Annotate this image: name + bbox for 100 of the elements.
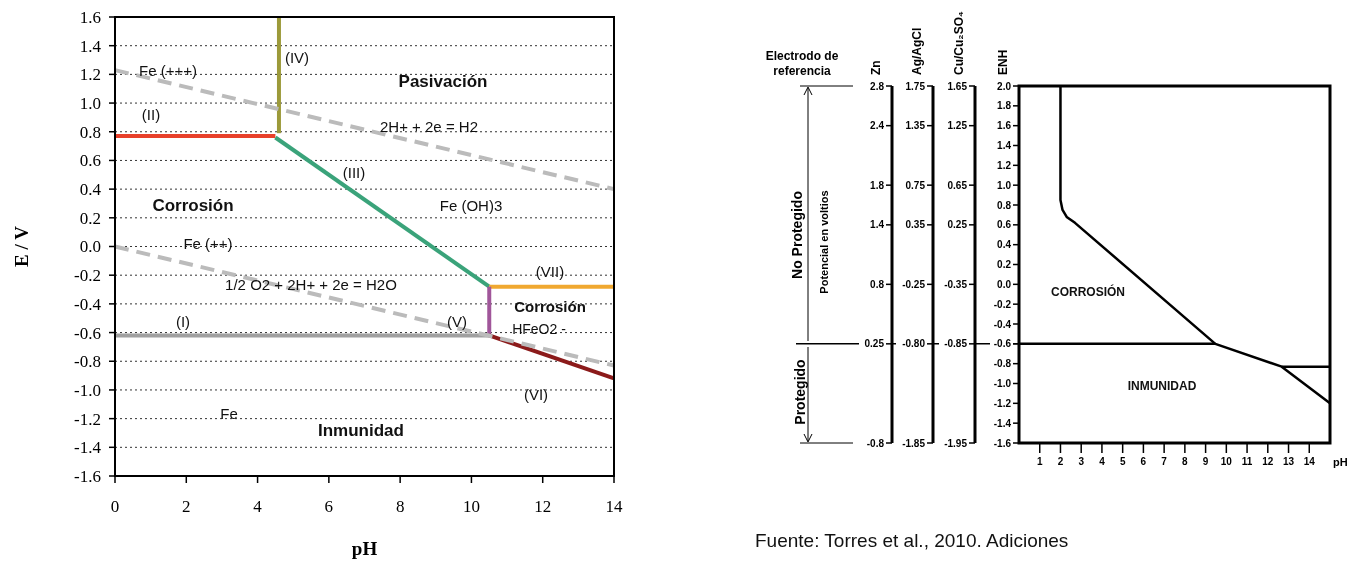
y-tick-label: 1.4 xyxy=(79,36,102,56)
y-tick-label: -0.6 xyxy=(74,323,101,343)
annotation: (VI) xyxy=(523,386,549,403)
x-tick-label: 6 xyxy=(1140,456,1147,467)
x-tick-label: 4 xyxy=(1099,456,1106,467)
annotation: Fe (++) xyxy=(183,235,233,252)
text: -0.25 xyxy=(902,278,926,290)
y-tick-label: -0.2 xyxy=(993,298,1012,310)
y-tick-label: 1.0 xyxy=(79,94,101,114)
source-note: Fuente: Torres et al., 2010. Adiciones xyxy=(755,530,1069,551)
text: No Protegido xyxy=(788,191,805,279)
y-tick-label: 0.6 xyxy=(997,219,1012,231)
x-axis-title: pH xyxy=(351,538,378,559)
y-tick-label: -0.8 xyxy=(74,352,101,372)
text: 0.8 xyxy=(870,278,885,290)
text: Zn xyxy=(869,60,883,75)
text: -0.80 xyxy=(902,338,926,350)
y-tick-label: 1.2 xyxy=(79,65,101,85)
y-tick-label: 0.0 xyxy=(997,278,1012,290)
annotation: (III) xyxy=(342,164,366,181)
y-tick-label: -1.0 xyxy=(74,380,101,400)
y-axis-title: ENH xyxy=(996,49,1010,75)
y-tick-label: -0.2 xyxy=(74,266,101,286)
text: 0.75 xyxy=(905,179,926,191)
y-tick-label: -1.0 xyxy=(993,378,1012,389)
y-tick-label: 0.4 xyxy=(79,180,102,200)
y-tick-label: -1.2 xyxy=(74,409,101,429)
annotation: Corrosión xyxy=(152,196,234,215)
x-tick-label: 10 xyxy=(1220,456,1233,467)
text: 1.65 xyxy=(947,80,968,92)
x-tick-label: 12 xyxy=(1262,456,1274,467)
x-tick-label: 14 xyxy=(605,497,623,516)
text: -0.85 xyxy=(944,338,968,350)
annotation: 1/2 O2 + 2H+ + 2e = H2O xyxy=(225,276,397,293)
y-tick-label: 0.2 xyxy=(997,259,1012,270)
text: 0.25 xyxy=(864,338,885,350)
x-tick-label: 3 xyxy=(1078,456,1085,467)
annotation: 2H+ + 2e = H2 xyxy=(380,118,478,135)
x-tick-label: 14 xyxy=(1303,456,1316,467)
x-tick-label: 5 xyxy=(1119,456,1126,467)
y-tick-label: 2.0 xyxy=(997,80,1012,92)
y-tick-label: 0.4 xyxy=(997,239,1012,251)
x-tick-label: 10 xyxy=(462,497,480,516)
text: Cu/Cu₂SO₄ xyxy=(952,11,966,75)
x-tick-label: 12 xyxy=(534,497,552,516)
y-tick-label: -0.8 xyxy=(993,358,1012,370)
text: 2.4 xyxy=(870,120,885,132)
text: -1.95 xyxy=(944,437,968,449)
x-tick-label: 9 xyxy=(1202,456,1209,467)
text: -0.8 xyxy=(866,437,885,449)
x-tick-label: 11 xyxy=(1241,456,1253,467)
annotation: (IV) xyxy=(284,49,310,66)
x-tick-label: 7 xyxy=(1161,456,1168,467)
y-tick-label: -0.4 xyxy=(993,318,1012,330)
annotation: (V) xyxy=(447,313,467,330)
y-tick-label: -0.6 xyxy=(993,338,1012,350)
text: 1.35 xyxy=(905,120,926,132)
annotation: Fe (OH)3 xyxy=(439,197,503,214)
y-tick-label: -1.2 xyxy=(993,397,1012,409)
annotation: INMUNIDAD xyxy=(1127,379,1197,393)
x-tick-label: 8 xyxy=(395,497,405,516)
annotation: (VII) xyxy=(535,263,565,280)
text: -1.85 xyxy=(902,437,926,449)
annotation: HFeO2 - xyxy=(512,321,567,337)
x-tick-label: 1 xyxy=(1036,456,1043,467)
annotation: Fe xyxy=(220,405,238,422)
y-tick-label: -1.4 xyxy=(74,438,102,458)
y-tick-label: 0.8 xyxy=(79,122,101,142)
x-tick-label: 2 xyxy=(182,497,191,516)
annotation: CORROSIÓN xyxy=(1050,284,1126,299)
text: 0.25 xyxy=(947,219,968,231)
y-tick-label: 0.0 xyxy=(79,237,101,257)
text: 2.8 xyxy=(870,80,885,92)
y-tick-label: 1.8 xyxy=(997,100,1012,112)
y-tick-label: -1.4 xyxy=(993,417,1012,429)
y-tick-label: 1.0 xyxy=(997,179,1012,191)
text: Ag/AgCl xyxy=(910,27,924,75)
y-tick-label: -0.4 xyxy=(74,294,102,314)
y-tick-label: 1.6 xyxy=(79,7,101,27)
x-tick-label: 2 xyxy=(1057,456,1064,467)
text: 0.65 xyxy=(947,179,968,191)
y-tick-label: 1.4 xyxy=(997,140,1012,151)
text: 1.25 xyxy=(947,120,968,132)
text: 0.35 xyxy=(905,219,926,231)
annotation: Pasivación xyxy=(398,72,488,91)
y-tick-label: 1.2 xyxy=(997,159,1012,171)
text: -0.35 xyxy=(944,278,968,290)
y-tick-label: -1.6 xyxy=(993,437,1012,449)
x-tick-label: 0 xyxy=(110,497,120,516)
y-tick-label: -1.6 xyxy=(74,466,101,486)
annotation: Fe (+++) xyxy=(139,62,197,79)
annotation: (II) xyxy=(141,106,161,123)
y-tick-label: 0.2 xyxy=(79,208,101,228)
text: Electrodo de referencia xyxy=(765,49,839,78)
annotation: Inmunidad xyxy=(318,421,404,440)
y-tick-label: 0.8 xyxy=(997,199,1012,211)
annotation: Corrosión xyxy=(514,298,586,315)
y-axis-title: E / V xyxy=(11,225,32,267)
text: 1.75 xyxy=(905,80,926,92)
annotation: (I) xyxy=(175,313,191,330)
